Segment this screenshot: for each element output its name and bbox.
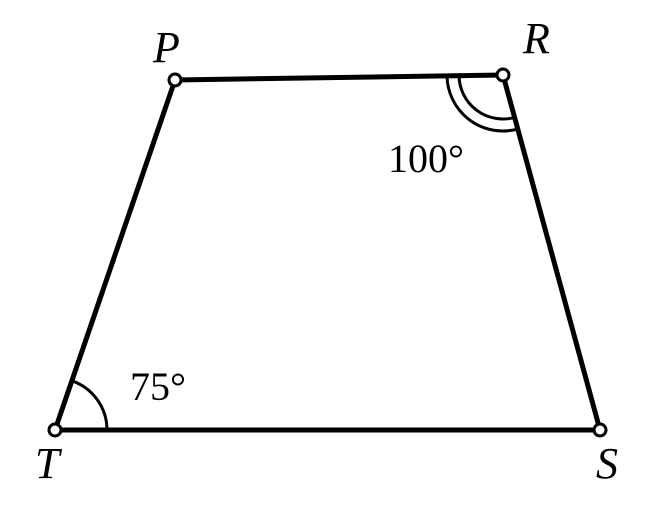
vertex-label-S: S	[596, 439, 618, 488]
vertex-R	[497, 69, 509, 81]
vertex-label-R: R	[522, 14, 550, 63]
vertex-label-P: P	[152, 23, 180, 72]
vertex-P	[169, 74, 181, 86]
angle-arc-T-0	[72, 381, 107, 430]
angle-label-R: 100°	[388, 136, 464, 181]
vertex-labels: P R S T	[35, 14, 618, 488]
vertex-T	[49, 424, 61, 436]
angle-labels: 100° 75°	[130, 136, 464, 409]
vertex-label-T: T	[35, 439, 63, 488]
edge-PR	[175, 75, 503, 80]
vertex-S	[594, 424, 606, 436]
geometry-diagram: P R S T 100° 75°	[0, 0, 664, 526]
angle-label-T: 75°	[130, 364, 186, 409]
